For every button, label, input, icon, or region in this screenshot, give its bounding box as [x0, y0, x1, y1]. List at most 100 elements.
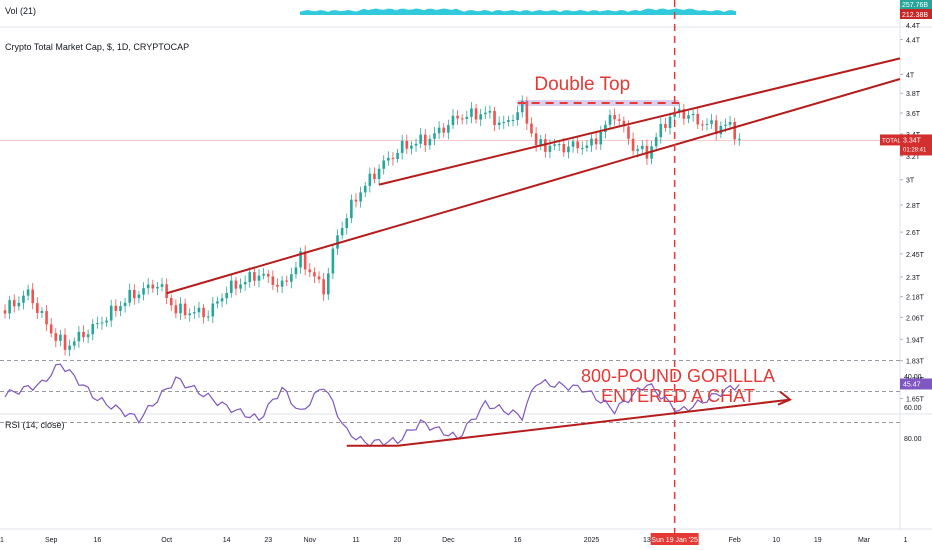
candle-body — [470, 108, 473, 117]
candle-body — [174, 305, 178, 314]
rsi-label: RSI (14, close) — [5, 420, 65, 430]
candle-body — [507, 120, 510, 123]
candle-body — [45, 311, 48, 325]
price-tick-label: 2.06T — [906, 315, 925, 322]
candle-body — [183, 303, 187, 316]
candle-body — [114, 305, 118, 311]
candle-body — [8, 300, 11, 314]
candle-body — [105, 320, 108, 323]
x-tick-label: Sep — [45, 537, 58, 544]
volume-value-top-tag — [900, 0, 932, 9]
candle-body — [562, 143, 566, 153]
candle-body — [100, 322, 104, 324]
candle-body — [188, 313, 192, 316]
candle-body — [86, 334, 90, 338]
candle-body — [326, 273, 330, 295]
candle-body — [391, 157, 395, 160]
candle-body — [266, 273, 270, 277]
x-tick-label: 23 — [264, 537, 272, 544]
candle-body — [313, 272, 316, 277]
candle-body — [544, 139, 547, 152]
candle-body — [3, 310, 7, 314]
candle-body — [336, 235, 339, 249]
candle-body — [447, 125, 450, 133]
price-tick-label: 2.18T — [906, 295, 925, 302]
x-tick-label: 1 — [904, 537, 908, 544]
candle-body — [12, 300, 16, 307]
x-tick-label: 16 — [93, 537, 101, 544]
candle-body — [539, 139, 543, 146]
candle-body — [322, 279, 325, 295]
candle-body — [724, 124, 727, 126]
trendline-upper-channel — [378, 57, 901, 186]
candle-body — [225, 293, 228, 299]
rsi-value: 45.47 — [903, 381, 921, 388]
candle-body — [617, 119, 621, 121]
candle-body — [442, 127, 446, 133]
candle-body — [437, 127, 441, 134]
candle-body — [534, 133, 538, 146]
candle-body — [410, 145, 413, 149]
x-tick-label: Dec — [442, 537, 455, 544]
candle-body — [701, 124, 704, 126]
volume-zero-tick: 4.4T — [906, 23, 921, 30]
candle-body — [428, 138, 432, 146]
candle-body — [719, 125, 723, 135]
candle-body — [594, 138, 598, 145]
candle-body — [627, 126, 630, 139]
x-tick-label: 10 — [772, 537, 780, 544]
candle-body — [248, 272, 252, 283]
x-tick-label: 20 — [394, 537, 402, 544]
price-tick-label: 2.8T — [906, 203, 921, 210]
candle-body — [368, 173, 372, 186]
price-tag-label: TOTAL — [882, 138, 901, 144]
price-tag-time: 01:28:41 — [903, 147, 927, 153]
candle-body — [525, 100, 529, 124]
candle-body — [54, 333, 58, 341]
candle-body — [636, 149, 640, 151]
candle-body — [59, 334, 62, 341]
x-tick-label: 11 — [352, 537, 359, 544]
rsi-divergence-line — [397, 398, 791, 447]
candle-body — [345, 218, 349, 229]
price-tick-label: 1.65T — [906, 397, 925, 404]
candle-body — [377, 168, 381, 179]
candle-body — [599, 132, 603, 145]
candle-body — [414, 143, 418, 146]
price-tag-value: 3.34T — [903, 137, 922, 144]
double-top-label: Double Top — [534, 74, 630, 95]
candle-body — [682, 109, 686, 119]
candle-body — [280, 280, 284, 287]
candle-body — [576, 141, 579, 149]
price-tag-box — [900, 134, 932, 156]
candle-body — [590, 138, 593, 146]
candle-body — [350, 199, 353, 219]
candle-body — [290, 274, 293, 282]
candle-body — [165, 284, 168, 299]
price-tick-label: 2.6T — [906, 230, 921, 237]
x-tick-label: 2025 — [584, 537, 600, 544]
candle-body — [285, 280, 289, 282]
candle-body — [664, 124, 667, 129]
candle-body — [26, 289, 30, 296]
candle-body — [271, 276, 275, 285]
candle-body — [142, 288, 145, 295]
rsi-line — [4, 363, 740, 448]
candle-body — [622, 120, 626, 127]
candle-body — [363, 185, 367, 193]
candle-body — [36, 303, 39, 313]
x-tick-label: 14 — [223, 537, 231, 544]
x-tick-label: Oct — [161, 537, 172, 544]
rsi-tick-label: 40.00 — [904, 374, 922, 381]
candle-body — [96, 323, 99, 325]
candle-body — [484, 112, 487, 115]
candle-body — [677, 109, 681, 113]
x-tick-label: 16 — [514, 537, 522, 544]
x-highlight-box — [650, 533, 699, 545]
candle-body — [423, 134, 427, 146]
candle-body — [151, 284, 155, 289]
volume-value-bottom-tag — [900, 9, 932, 19]
candle-body — [520, 100, 524, 113]
x-tick-label: 1 — [0, 537, 4, 544]
